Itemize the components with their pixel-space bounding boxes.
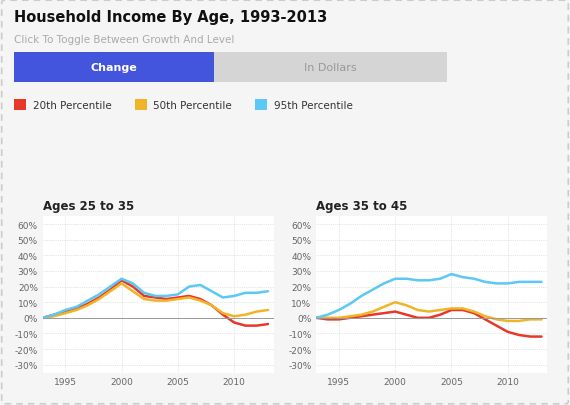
Text: Ages 35 to 45: Ages 35 to 45 [316,200,408,213]
FancyBboxPatch shape [14,53,214,83]
Text: 20th Percentile: 20th Percentile [33,100,112,110]
Text: 50th Percentile: 50th Percentile [153,100,232,110]
Text: In Dollars: In Dollars [304,63,357,73]
Text: Household Income By Age, 1993-2013: Household Income By Age, 1993-2013 [14,10,328,25]
Text: Change: Change [91,63,137,73]
FancyBboxPatch shape [255,100,267,111]
Text: Click To Toggle Between Growth And Level: Click To Toggle Between Growth And Level [14,34,235,45]
FancyBboxPatch shape [214,53,447,83]
Text: Ages 25 to 35: Ages 25 to 35 [43,200,134,213]
Text: 95th Percentile: 95th Percentile [274,100,352,110]
FancyBboxPatch shape [135,100,146,111]
FancyBboxPatch shape [14,100,26,111]
